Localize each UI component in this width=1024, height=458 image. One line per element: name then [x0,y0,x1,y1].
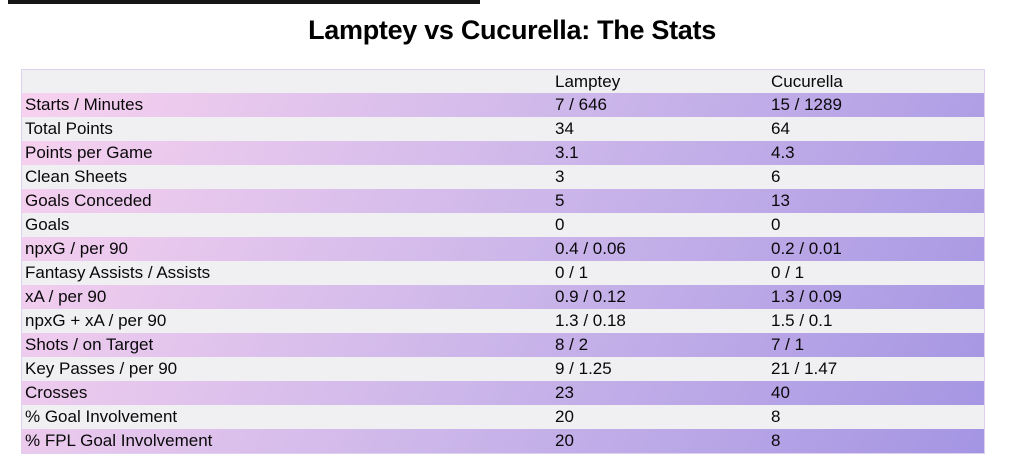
header-cell-metric [22,70,552,93]
stat-label: Crosses [25,383,88,402]
stat-value-cucurella: 7 / 1 [771,335,805,354]
stat-label: Goals Conceded [25,191,152,210]
table-row: Fantasy Assists / Assists 0 / 1 0 / 1 [22,261,984,285]
stat-value-lamptey: 3.1 [555,143,579,162]
stat-label: Starts / Minutes [25,95,144,114]
table-row: Goals Conceded 5 13 [22,189,984,213]
stat-label: npxG / per 90 [25,239,129,258]
stat-value-lamptey: 20 [555,431,574,450]
stat-value-cucurella: 40 [771,383,790,402]
stat-label: % Goal Involvement [25,407,178,426]
stat-value-lamptey: 23 [555,383,574,402]
table-row: Crosses 23 40 [22,381,984,405]
stat-value-lamptey: 0.4 / 0.06 [555,239,626,258]
stat-label: npxG + xA / per 90 [25,311,167,330]
stat-value-cucurella: 64 [771,119,790,138]
table-row: npxG / per 90 0.4 / 0.06 0.2 / 0.01 [22,237,984,261]
stat-value-lamptey: 34 [555,119,574,138]
stat-label: Points per Game [25,143,153,162]
table-row: Key Passes / per 90 9 / 1.25 21 / 1.47 [22,357,984,381]
stat-value-cucurella: 21 / 1.47 [771,359,838,378]
stat-value-lamptey: 1.3 / 0.18 [555,311,626,330]
stat-value-cucurella: 8 [771,431,781,450]
stat-value-lamptey: 20 [555,407,574,426]
stat-value-cucurella: 4.3 [771,143,795,162]
table-row: npxG + xA / per 90 1.3 / 0.18 1.5 / 0.1 [22,309,984,333]
table-header-row: Lamptey Cucurella [22,70,984,93]
stat-value-cucurella: 6 [771,167,781,186]
table-row: Goals 0 0 [22,213,984,237]
stat-value-cucurella: 1.5 / 0.1 [771,311,833,330]
table-row: Points per Game 3.1 4.3 [22,141,984,165]
stat-value-cucurella: 0 / 1 [771,263,805,282]
stat-label: Total Points [25,119,113,138]
table-row: Shots / on Target 8 / 2 7 / 1 [22,333,984,357]
stat-value-lamptey: 0.9 / 0.12 [555,287,626,306]
stat-value-lamptey: 5 [555,191,565,210]
stat-value-cucurella: 8 [771,407,781,426]
top-black-bar [8,0,480,4]
stats-table: Lamptey Cucurella Starts / Minutes 7 / 64… [21,69,985,454]
stat-value-lamptey: 7 / 646 [555,95,607,114]
stat-value-lamptey: 3 [555,167,565,186]
table-row: Starts / Minutes 7 / 646 15 / 1289 [22,93,984,117]
stat-value-cucurella: 15 / 1289 [771,95,842,114]
table-row: xA / per 90 0.9 / 0.12 1.3 / 0.09 [22,285,984,309]
table-row: Clean Sheets 3 6 [22,165,984,189]
stat-value-cucurella: 13 [771,191,790,210]
table-row: % FPL Goal Involvement 20 8 [22,429,984,453]
stat-value-lamptey: 9 / 1.25 [555,359,612,378]
stat-value-cucurella: 0.2 / 0.01 [771,239,842,258]
table-row: % Goal Involvement 20 8 [22,405,984,429]
header-cell-cucurella: Cucurella [771,71,843,91]
stat-label: Shots / on Target [25,335,154,354]
stat-value-lamptey: 0 [555,215,565,234]
stat-label: Fantasy Assists / Assists [25,263,211,282]
table-body: Starts / Minutes 7 / 646 15 / 1289 Total Po… [22,93,984,453]
stat-label: xA / per 90 [25,287,107,306]
stat-label: Goals [25,215,70,234]
stat-label: Clean Sheets [25,167,128,186]
stat-value-cucurella: 0 [771,215,781,234]
stat-value-lamptey: 8 / 2 [555,335,589,354]
table-row: Total Points 34 64 [22,117,984,141]
page-title: Lamptey vs Cucurella: The Stats [308,15,716,45]
header-cell-lamptey: Lamptey [555,71,621,91]
stat-value-cucurella: 1.3 / 0.09 [771,287,842,306]
stat-label: % FPL Goal Involvement [25,431,213,450]
stat-label: Key Passes / per 90 [25,359,178,378]
stat-value-lamptey: 0 / 1 [555,263,589,282]
